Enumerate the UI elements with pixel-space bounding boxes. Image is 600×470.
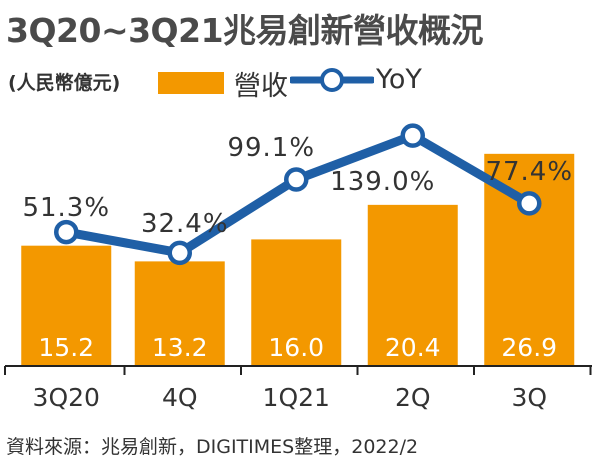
yoy-value-label: 99.1%: [227, 133, 315, 163]
x-tick-label: 3Q20: [33, 383, 100, 412]
bar-3Q20: [21, 245, 112, 365]
legend-revenue-swatch: [158, 72, 224, 94]
x-tick-label: 2Q: [395, 383, 431, 412]
x-tick-label: 4Q: [162, 383, 198, 412]
yoy-value-label: 139.0%: [330, 167, 435, 197]
legend-revenue-label: 營收: [234, 71, 288, 102]
bar-value-label: 16.0: [268, 333, 324, 362]
source-note: 資料來源：兆易創新，DIGITIMES整理，2022/2: [6, 436, 419, 458]
bar-1Q21: [251, 239, 342, 365]
chart-title: 3Q20~3Q21兆易創新營收概況: [6, 11, 484, 50]
yoy-point: [167, 240, 192, 266]
legend-yoy-label: YoY: [376, 64, 422, 95]
bar-value-label: 13.2: [152, 333, 208, 362]
bar-4Q: [134, 261, 225, 365]
yoy-point: [400, 123, 425, 148]
yoy-point: [284, 167, 309, 192]
bar-value-label: 20.4: [385, 333, 441, 362]
bar-value-label: 26.9: [501, 333, 557, 362]
yoy-value-label: 32.4%: [141, 209, 229, 239]
unit-label: (人民幣億元): [8, 72, 121, 94]
legend-yoy-swatch: [290, 68, 374, 92]
x-tick-label: 1Q21: [263, 383, 330, 412]
yoy-point: [54, 219, 79, 245]
yoy-point: [517, 191, 542, 216]
bar-value-label: 15.2: [38, 333, 94, 362]
bar-2Q: [367, 204, 458, 365]
x-tick-label: 3Q: [511, 383, 547, 412]
yoy-value-label: 51.3%: [22, 193, 110, 223]
yoy-value-label: 77.4%: [485, 157, 573, 187]
